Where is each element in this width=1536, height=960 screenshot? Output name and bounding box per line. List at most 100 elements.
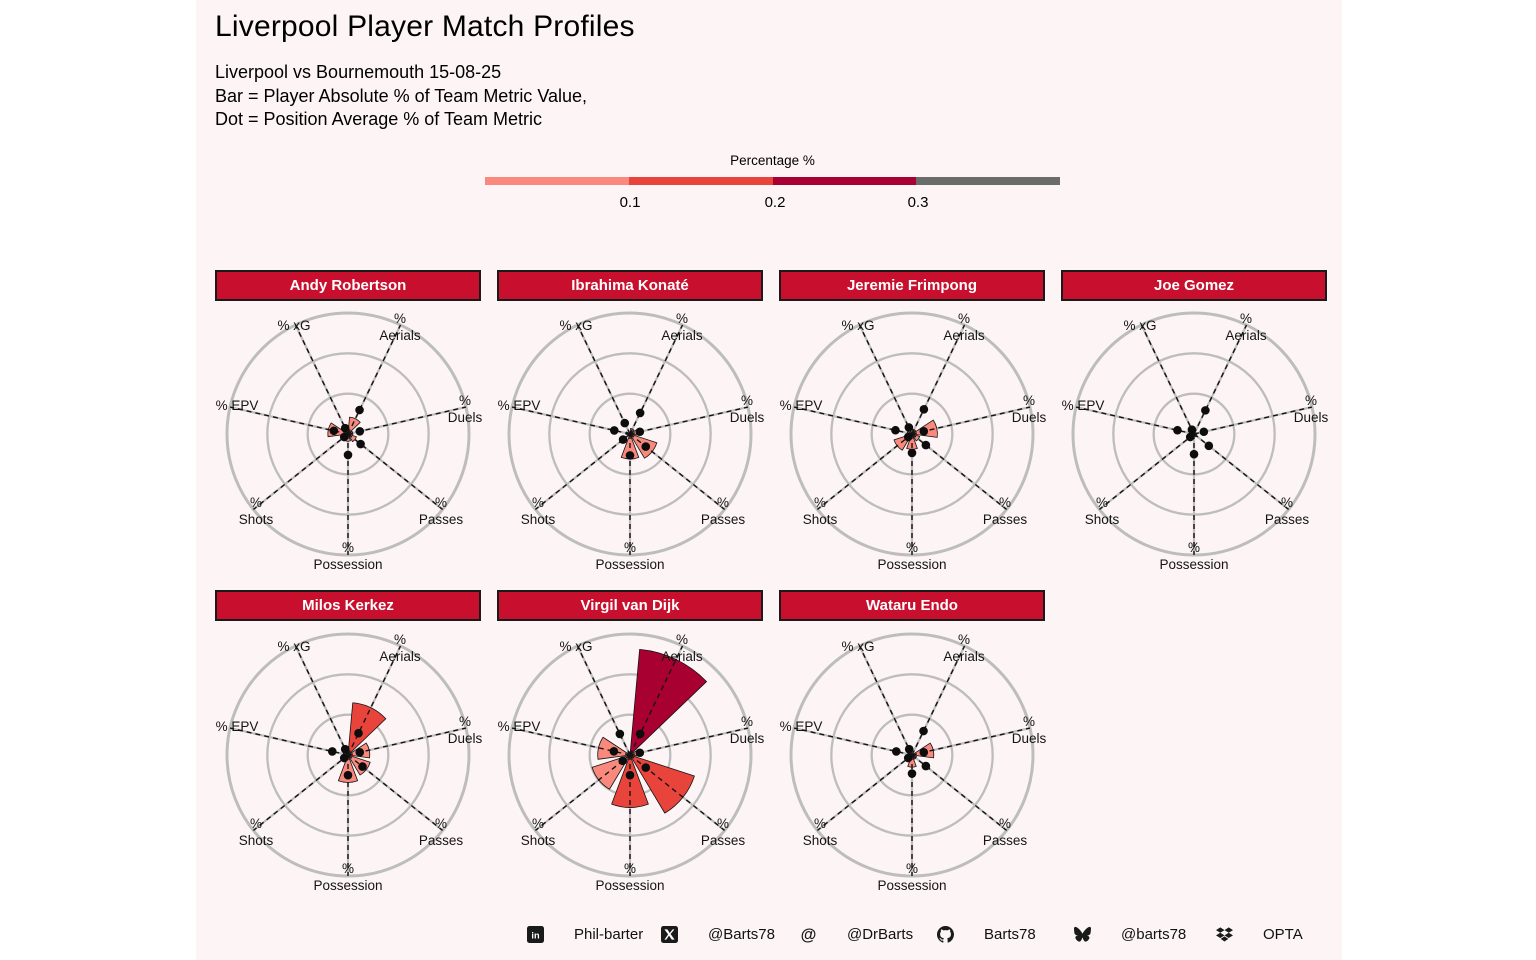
metric-bar-aerials [629,648,707,756]
position-average-dot-aerials [355,405,364,415]
axis-label-percent: % [250,816,262,831]
position-average-dot-xg [1187,425,1197,434]
axis-label-passes: Passes [983,512,1028,527]
player-chart: % Aerials% Duels% Passes% Possession% Shots % … [498,632,765,893]
position-average-dot-epv [609,747,619,756]
linkedin-handle[interactable]: Phil-barter [574,925,644,943]
footer-item-linkedin: in Phil-barter [527,925,643,943]
axis-label-xg: % xG [559,639,592,654]
axis-label-percent: % [1240,311,1252,326]
player-title: Wataru Endo [779,590,1045,621]
axis-label-passes: Passes [1265,512,1310,527]
axis-label-percent: % [958,632,970,647]
axis-label-possession: Possession [877,557,946,572]
bluesky-icon[interactable] [1074,926,1091,943]
axis-dashed-line [1140,324,1195,435]
axis-label-xg: % xG [559,318,592,333]
axis-label-percent: % [394,311,406,326]
axis-label-duels: Duels [448,410,483,425]
data-provider[interactable]: OPTA [1263,925,1303,943]
player-chart: % Aerials% Duels% Passes% Possession% Shots % … [498,311,765,572]
position-average-dot-aerials [919,404,929,414]
axis-label-passes: Passes [419,833,464,848]
profile-charts: % Aerials% Duels% Passes% Possession% Shots % … [216,311,1329,893]
axis-label-percent: % [624,861,636,876]
axis-dashed-line [252,433,349,510]
axis-label-percent: % [999,816,1011,831]
position-average-dot-duels [635,748,645,758]
subtitle-line-2: Bar = Player Absolute % of Team Metric V… [215,85,588,106]
axis-label-percent: % [532,495,544,510]
axis-label-duels: Duels [1012,731,1047,746]
axis-label-duels: Duels [448,731,483,746]
player-title: Joe Gomez [1061,270,1327,301]
position-average-dot-epv [891,747,901,756]
footer-item-x: @Barts78 [661,925,775,943]
position-average-dot-duels [355,748,365,757]
axis-label-duels: Duels [730,410,765,425]
footer-item-mastodon: @ @DrBarts [800,925,913,943]
axis-label-epv: % EPV [216,719,259,734]
axis-label-percent: % [814,816,826,831]
axis-label-percent: % [459,393,471,408]
axis-dashed-line [911,727,1031,756]
position-average-dot-shots [339,753,349,763]
position-average-dot-possession [625,451,635,460]
axis-label-percent: % [1096,495,1108,510]
axis-label-percent: % [342,861,354,876]
bluesky-handle[interactable]: @barts78 [1121,925,1187,943]
position-average-dot-passes [358,762,367,771]
position-average-dot-duels [635,427,645,437]
axis-dashed-line [294,645,349,756]
mastodon-handle[interactable]: @DrBarts [847,925,914,943]
player-title: Andy Robertson [215,270,481,301]
axis-label-percent: % [958,311,970,326]
axis-label-aerials: Aerials [1225,328,1267,343]
axis-label-percent: % [741,714,753,729]
github-icon[interactable] [937,925,954,943]
axis-dashed-line [347,324,402,435]
position-average-dot-xg [340,423,350,433]
metric-bar-possession [611,754,649,808]
axis-label-percent: % [250,495,262,510]
position-average-dot-passes [641,442,651,451]
axis-dashed-line [629,727,749,756]
position-average-dot-shots [339,432,349,442]
axis-label-passes: Passes [701,833,746,848]
position-average-dot-passes [921,761,931,771]
x-icon[interactable] [661,925,678,943]
x-handle[interactable]: @Barts78 [708,925,775,943]
axis-dashed-line [1193,406,1313,435]
axis-label-epv: % EPV [780,719,823,734]
axis-label-possession: Possession [877,878,946,893]
legend-gradient-bar [485,177,1060,185]
position-average-dot-xg [340,744,350,754]
axis-label-possession: Possession [313,557,382,572]
axis-dashed-line [576,324,631,435]
axis-label-duels: Duels [730,731,765,746]
axis-label-percent: % [717,495,729,510]
dropbox-icon[interactable] [1216,926,1233,943]
axis-label-percent: % [1281,495,1293,510]
axis-dashed-line [1098,433,1195,510]
github-handle[interactable]: Barts78 [984,925,1036,943]
axis-label-possession: Possession [595,557,664,572]
position-average-dot-duels [919,427,929,436]
position-average-dot-epv [609,426,619,435]
axis-label-percent: % [1188,540,1200,555]
position-average-dot-possession [625,770,635,780]
player-title: Jeremie Frimpong [779,270,1045,301]
footer-item-dropbox: OPTA [1216,925,1303,943]
player-title: Virgil van Dijk [497,590,763,621]
axis-label-passes: Passes [983,833,1028,848]
position-average-dot-duels [1199,427,1209,437]
legend-tick-1: 0.1 [619,194,641,211]
linkedin-icon[interactable]: in [527,925,544,943]
axis-label-percent: % [741,393,753,408]
position-average-dot-xg [904,744,914,754]
position-average-dot-epv [891,425,900,435]
axis-label-passes: Passes [701,512,746,527]
metric-bar-aerials [347,416,361,435]
mastodon-icon[interactable]: @ [800,926,817,943]
